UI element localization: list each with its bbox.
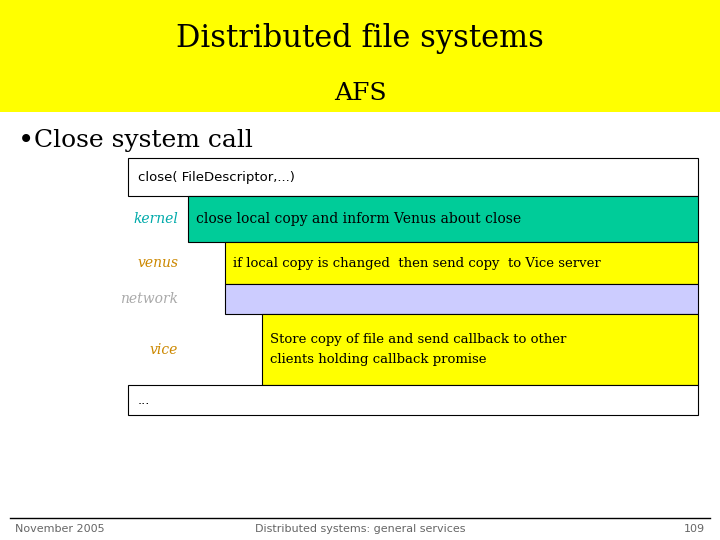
Bar xyxy=(128,385,698,415)
Text: •: • xyxy=(18,126,35,154)
Text: if local copy is changed  then send copy  to Vice server: if local copy is changed then send copy … xyxy=(233,256,600,269)
Text: network: network xyxy=(120,292,178,306)
Text: vice: vice xyxy=(150,342,178,356)
Text: 109: 109 xyxy=(684,524,705,534)
Text: November 2005: November 2005 xyxy=(15,524,104,534)
Text: ...: ... xyxy=(138,394,150,407)
Text: close( FileDescriptor,...): close( FileDescriptor,...) xyxy=(138,171,295,184)
Bar xyxy=(128,158,698,196)
Bar xyxy=(0,0,720,112)
Text: kernel: kernel xyxy=(133,212,178,226)
Bar xyxy=(262,314,698,385)
Bar xyxy=(225,242,698,284)
Text: Distributed file systems: Distributed file systems xyxy=(176,23,544,53)
Text: Store copy of file and send callback to other
clients holding callback promise: Store copy of file and send callback to … xyxy=(270,333,567,367)
Text: venus: venus xyxy=(137,256,178,270)
Bar xyxy=(225,284,698,314)
Text: Distributed systems: general services: Distributed systems: general services xyxy=(255,524,465,534)
Text: Close system call: Close system call xyxy=(34,129,253,152)
Text: AFS: AFS xyxy=(333,83,387,105)
Bar xyxy=(188,196,698,242)
Text: close local copy and inform Venus about close: close local copy and inform Venus about … xyxy=(196,212,521,226)
